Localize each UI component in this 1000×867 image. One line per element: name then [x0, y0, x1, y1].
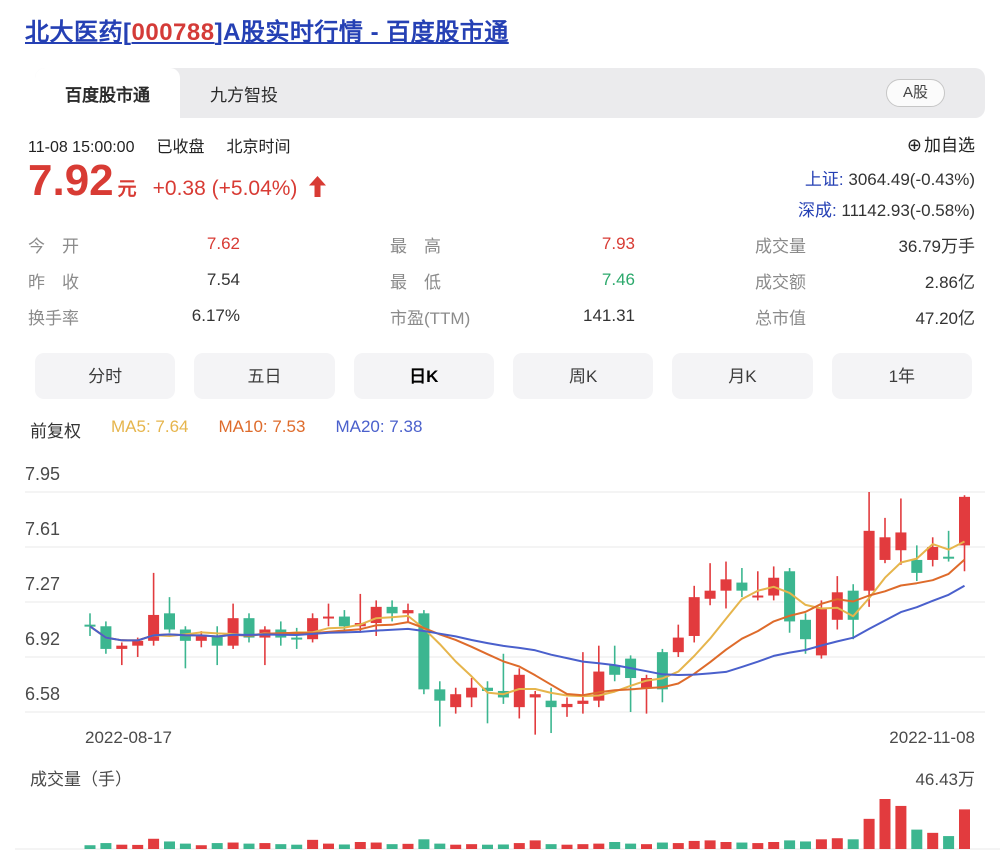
stat-turnover-amount: 成交额 2.86亿	[755, 268, 975, 293]
stat-prev-close-value: 7.54	[206, 270, 240, 289]
tab-jiufang-zhitou-label: 九方智投	[210, 85, 278, 105]
price-unit: 元	[117, 179, 137, 200]
index-shenzhen-value: 11142.93(-0.58%)	[841, 201, 975, 220]
stat-pe-ttm: 市盈(TTM) 141.31	[390, 304, 635, 329]
stock-code: 000788	[131, 19, 215, 46]
ma5-legend: MA5: 7.64	[111, 417, 189, 436]
period-tab-bar: 分时 五日 日K 周K 月K 1年	[35, 353, 972, 399]
stock-title-link[interactable]: 北大医药[000788]A股实时行情 - 百度股市通	[25, 19, 509, 46]
add-watchlist-button[interactable]: ⊕ 加自选	[907, 131, 975, 156]
stat-turnover-rate-value: 6.17%	[191, 306, 240, 325]
period-tab-5day[interactable]: 五日	[194, 353, 335, 399]
volume-title: 成交量（手）	[30, 770, 132, 789]
ma20-legend: MA20: 7.38	[335, 417, 423, 436]
stat-market-cap-label: 总市值	[755, 308, 806, 328]
stat-open-value: 7.62	[206, 234, 240, 253]
stat-pe-ttm-label: 市盈(TTM)	[390, 308, 471, 328]
tab-baidu-gushitong-label: 百度股市通	[65, 85, 150, 105]
stat-low-value: 7.46	[601, 270, 635, 289]
stat-prev-close-label: 昨 收	[28, 272, 79, 292]
stock-title-rest: ]A股实时行情 - 百度股市通	[214, 19, 509, 46]
stat-open-label: 今 开	[28, 236, 79, 256]
stock-name: 北大医药[	[25, 19, 132, 46]
stat-turnover-rate: 换手率 6.17%	[28, 304, 240, 329]
stat-low: 最 低 7.46	[390, 268, 635, 293]
up-arrow-icon	[309, 176, 327, 202]
period-tab-minute[interactable]: 分时	[35, 353, 176, 399]
ma-legend: 前复权 MA5: 7.64 MA10: 7.53 MA20: 7.38	[30, 417, 422, 442]
stat-turnover-amount-label: 成交额	[755, 272, 806, 292]
current-price: 7.92	[28, 156, 114, 205]
stat-volume-value: 36.79万手	[898, 236, 975, 256]
stat-turnover-rate-label: 换手率	[28, 308, 79, 328]
ma10-legend: MA10: 7.53	[218, 417, 306, 436]
stat-high-value: 7.93	[601, 234, 635, 253]
svg-text:7.61: 7.61	[25, 519, 60, 539]
volume-max-label: 46.43万	[915, 770, 975, 789]
index-shanghai-label: 上证:	[804, 170, 844, 189]
svg-text:7.27: 7.27	[25, 574, 60, 594]
tab-baidu-gushitong[interactable]: 百度股市通	[35, 68, 180, 118]
x-axis-end-date: 2022-11-08	[889, 728, 975, 747]
source-tab-bar: 百度股市通 九方智投 A股	[35, 68, 985, 118]
add-circle-icon: ⊕	[906, 135, 922, 155]
timezone-label: 北京时间	[226, 139, 291, 156]
market-state: 已收盘	[156, 139, 205, 156]
stat-high-label: 最 高	[390, 236, 441, 256]
index-shenzhen-label: 深成:	[797, 201, 837, 220]
period-tab-1year[interactable]: 1年	[831, 353, 972, 399]
page-title: 北大医药[000788]A股实时行情 - 百度股市通	[25, 12, 509, 47]
market-badge: A股	[885, 79, 945, 107]
stat-open: 今 开 7.62	[28, 232, 240, 257]
stat-volume: 成交量 36.79万手	[755, 232, 975, 257]
index-shanghai-value: 3064.49(-0.43%)	[848, 170, 975, 189]
status-line: 11-08 15:00:00 已收盘 北京时间	[28, 133, 313, 157]
stat-low-label: 最 低	[390, 272, 441, 292]
svg-text:6.58: 6.58	[25, 684, 60, 704]
stat-market-cap: 总市值 47.20亿	[755, 304, 975, 329]
stat-prev-close: 昨 收 7.54	[28, 268, 240, 293]
stat-turnover-amount-value: 2.86亿	[924, 272, 975, 292]
x-axis-start-date: 2022-08-17	[85, 728, 172, 747]
tab-jiufang-zhitou[interactable]: 九方智投	[180, 68, 308, 118]
stat-market-cap-value: 47.20亿	[915, 308, 975, 328]
candlestick-chart[interactable]: 7.95 7.61 7.27 6.92 6.58	[0, 450, 1000, 740]
svg-text:7.95: 7.95	[25, 464, 60, 484]
period-tab-daily-k[interactable]: 日K	[353, 353, 494, 399]
stat-volume-label: 成交量	[755, 236, 806, 256]
quote-block: 7.92 元 +0.38 (+5.04%)	[28, 156, 327, 206]
period-tab-weekly-k[interactable]: 周K	[512, 353, 654, 399]
index-shenzhen[interactable]: 深成: 11142.93(-0.58%)	[798, 195, 975, 226]
stat-high: 最 高 7.93	[390, 232, 635, 257]
quote-datetime: 11-08 15:00:00	[28, 139, 135, 156]
svg-text:6.92: 6.92	[25, 629, 60, 649]
stat-pe-ttm-value: 141.31	[583, 306, 635, 325]
volume-chart[interactable]	[0, 795, 1000, 855]
index-quotes: 上证: 3064.49(-0.43%) 深成: 11142.93(-0.58%)	[798, 164, 975, 226]
period-tab-monthly-k[interactable]: 月K	[672, 353, 813, 399]
price-change: +0.38 (+5.04%)	[152, 177, 298, 200]
add-watchlist-label: 加自选	[924, 136, 975, 155]
index-shanghai[interactable]: 上证: 3064.49(-0.43%)	[798, 164, 975, 195]
stats-grid: 今 开 7.62 最 高 7.93 成交量 36.79万手 昨 收 7.54 最…	[28, 226, 975, 334]
adjust-mode-label[interactable]: 前复权	[30, 422, 81, 441]
